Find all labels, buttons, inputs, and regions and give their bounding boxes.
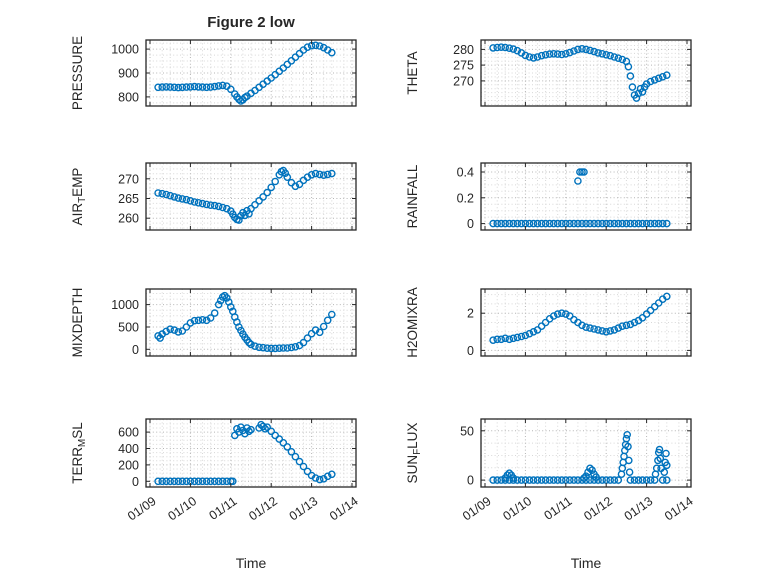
data-points bbox=[489, 292, 671, 345]
y-tick-labels: 800 900 1000 bbox=[111, 43, 139, 105]
svg-text:01/13: 01/13 bbox=[622, 494, 656, 523]
svg-text:1000: 1000 bbox=[111, 298, 139, 312]
subplot-mixdepth: 0 500 1000 MIXDEPTH bbox=[70, 288, 357, 358]
y-axis-label: MIXDEPTH bbox=[70, 288, 85, 358]
y-tick-labels: 0 0.2 0.4 bbox=[457, 166, 474, 232]
figure-title: Figure 2 low bbox=[207, 14, 295, 31]
x-tick-labels: 01/09 01/10 01/11 01/12 01/13 01/14 bbox=[460, 494, 696, 523]
svg-text:01/12: 01/12 bbox=[581, 494, 615, 523]
svg-text:0.2: 0.2 bbox=[457, 191, 474, 205]
y-axis-label: H2OMIXRA bbox=[405, 287, 420, 358]
svg-text:0: 0 bbox=[467, 344, 474, 358]
data-points bbox=[154, 166, 336, 224]
subplot-airtemp: 260 265 270 AIRTEMP bbox=[70, 162, 357, 231]
subplot-rainfall: 0 0.2 0.4 RAINFALL bbox=[405, 162, 692, 232]
axis-box bbox=[145, 39, 357, 107]
y-tick-labels: 260 265 270 bbox=[118, 172, 139, 225]
axis-box bbox=[145, 418, 357, 488]
subplot-pressure: 800 900 1000 PRESSURE bbox=[70, 36, 357, 110]
grid-lines bbox=[146, 419, 356, 487]
axis-box bbox=[480, 288, 692, 357]
svg-text:600: 600 bbox=[118, 426, 139, 440]
y-tick-labels: 0 50 bbox=[460, 424, 474, 487]
svg-text:400: 400 bbox=[118, 442, 139, 456]
y-tick-labels: 02 bbox=[467, 307, 474, 358]
time-axis-label-right: Time bbox=[571, 555, 602, 571]
y-axis-label: TERRMSL bbox=[70, 422, 88, 484]
svg-text:0: 0 bbox=[132, 343, 139, 357]
svg-text:280: 280 bbox=[453, 43, 474, 57]
subplot-sunflux: 0 50 01/09 01/10 01/11 01/12 01/13 01/14 SUNFLUX bbox=[405, 418, 696, 523]
y-axis-label: PRESSURE bbox=[70, 36, 85, 110]
y-axis-label: SUNFLUX bbox=[405, 423, 423, 484]
axis-box bbox=[480, 418, 692, 488]
svg-text:01/10: 01/10 bbox=[165, 494, 199, 523]
svg-text:0.4: 0.4 bbox=[457, 166, 474, 180]
svg-text:265: 265 bbox=[118, 192, 139, 206]
y-axis-label: THETA bbox=[405, 51, 420, 94]
data-points bbox=[154, 420, 336, 486]
svg-text:01/11: 01/11 bbox=[542, 494, 575, 523]
svg-text:500: 500 bbox=[118, 321, 139, 335]
svg-text:800: 800 bbox=[118, 90, 139, 104]
grid-lines bbox=[146, 289, 356, 356]
svg-text:2: 2 bbox=[467, 307, 474, 321]
svg-text:01/13: 01/13 bbox=[287, 494, 321, 523]
y-tick-labels: 0 500 1000 bbox=[111, 298, 139, 357]
axis-box bbox=[480, 162, 692, 231]
data-points bbox=[489, 43, 671, 102]
svg-text:50: 50 bbox=[460, 424, 474, 438]
axis-box bbox=[145, 162, 357, 231]
svg-text:270: 270 bbox=[453, 74, 474, 88]
svg-text:01/10: 01/10 bbox=[500, 494, 534, 523]
y-axis-label: RAINFALL bbox=[405, 164, 420, 228]
y-tick-labels: 0 200 400 600 bbox=[118, 426, 139, 489]
svg-text:0: 0 bbox=[132, 475, 139, 489]
grid-lines bbox=[481, 289, 691, 356]
svg-text:01/09: 01/09 bbox=[125, 494, 159, 523]
svg-text:900: 900 bbox=[118, 67, 139, 81]
axis-box bbox=[480, 39, 692, 107]
data-points bbox=[154, 41, 336, 105]
svg-text:0: 0 bbox=[467, 474, 474, 488]
svg-text:01/11: 01/11 bbox=[207, 494, 240, 523]
svg-text:1000: 1000 bbox=[111, 43, 139, 57]
svg-text:270: 270 bbox=[118, 172, 139, 186]
subplot-terrmsl: 0 200 400 600 01/09 01/10 01/11 01/12 01/13 01/14… bbox=[70, 418, 361, 523]
svg-text:01/14: 01/14 bbox=[327, 494, 361, 523]
svg-text:200: 200 bbox=[118, 458, 139, 472]
y-axis-label: AIRTEMP bbox=[70, 168, 88, 226]
svg-text:01/14: 01/14 bbox=[662, 494, 696, 523]
x-tick-labels: 01/09 01/10 01/11 01/12 01/13 01/14 bbox=[125, 494, 361, 523]
grid-lines bbox=[146, 40, 356, 106]
axis-box bbox=[145, 288, 357, 357]
svg-text:01/12: 01/12 bbox=[246, 494, 280, 523]
time-axis-label-left: Time bbox=[236, 555, 267, 571]
svg-text:01/09: 01/09 bbox=[460, 494, 494, 523]
svg-text:275: 275 bbox=[453, 59, 474, 73]
data-points bbox=[489, 430, 671, 484]
data-points bbox=[154, 291, 336, 353]
svg-text:0: 0 bbox=[467, 217, 474, 231]
svg-text:260: 260 bbox=[118, 212, 139, 226]
